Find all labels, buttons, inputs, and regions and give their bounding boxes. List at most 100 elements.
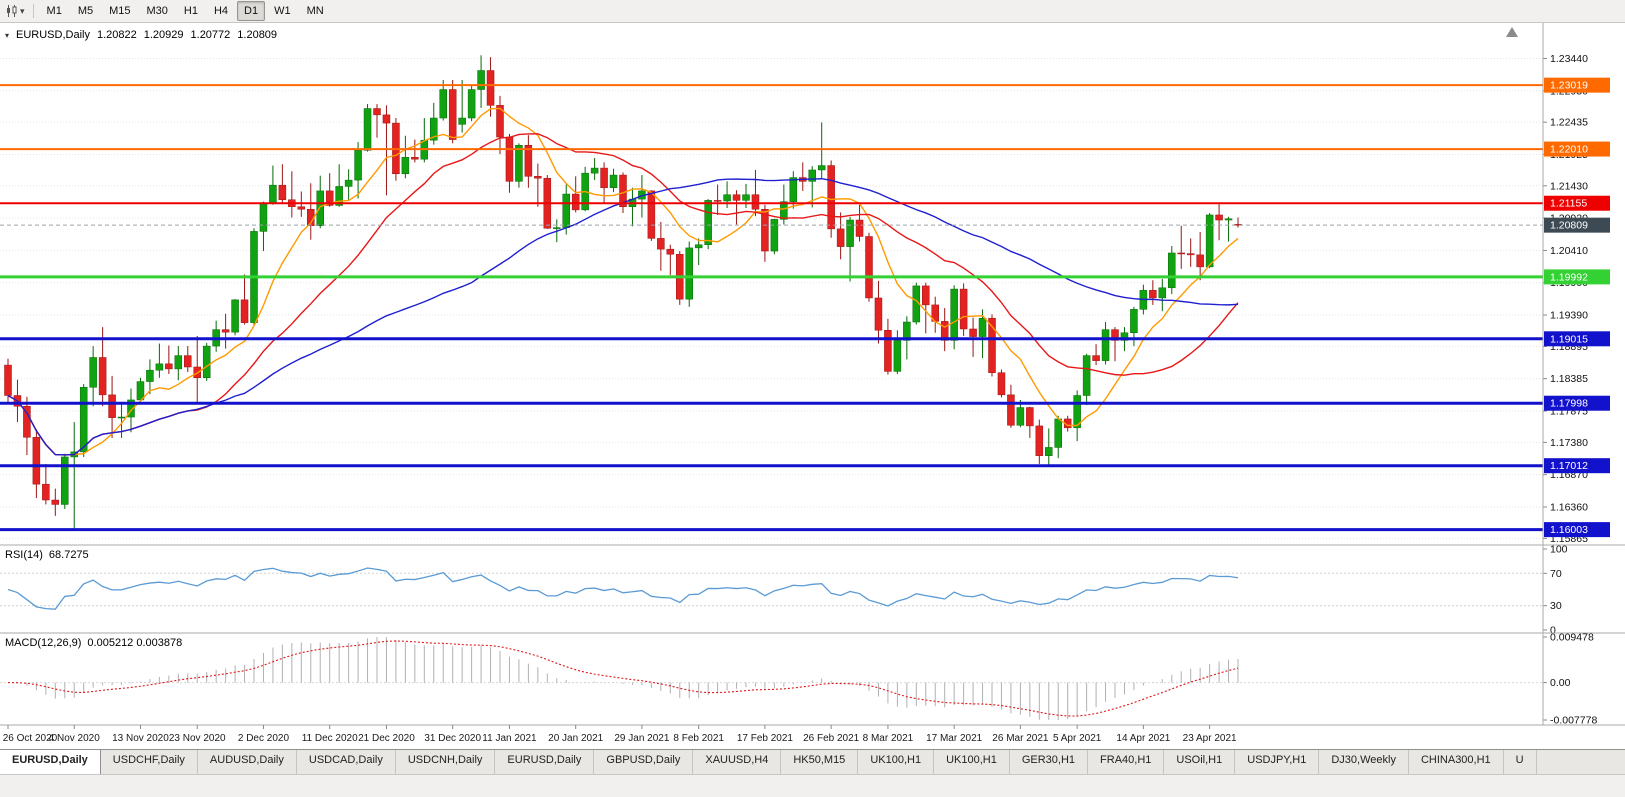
svg-text:17 Mar 2021: 17 Mar 2021: [926, 733, 983, 744]
chart-ohlc-header: ▾ EURUSD,Daily 1.20822 1.20929 1.20772 1…: [5, 29, 277, 41]
price-level-badge: 1.16003: [1544, 522, 1610, 538]
price-level-badge: 1.17998: [1544, 395, 1610, 411]
svg-text:13 Nov 2020: 13 Nov 2020: [112, 733, 169, 744]
timeframe-buttons: M1 M5 M15 M30 H1 H4 D1 W1 MN: [39, 0, 332, 22]
svg-text:70: 70: [1550, 568, 1562, 580]
svg-text:0.009478: 0.009478: [1550, 632, 1594, 644]
chart-tab-fra40-h1[interactable]: FRA40,H1: [1088, 750, 1165, 774]
chart-tab-uk100-h1[interactable]: UK100,H1: [934, 750, 1010, 774]
svg-text:0.00: 0.00: [1550, 677, 1571, 689]
svg-text:26 Feb 2021: 26 Feb 2021: [803, 733, 860, 744]
ohlc-low: 1.20772: [190, 29, 231, 41]
svg-text:1.19390: 1.19390: [1550, 310, 1588, 322]
timeframe-button-m5[interactable]: M5: [77, 5, 94, 17]
chart-area[interactable]: 1.234401.229301.224351.219251.214301.209…: [0, 23, 1625, 749]
svg-text:23 Nov 2020: 23 Nov 2020: [169, 733, 226, 744]
svg-text:1.20410: 1.20410: [1550, 245, 1588, 257]
svg-text:5 Apr 2021: 5 Apr 2021: [1053, 733, 1102, 744]
timeframe-button-m1[interactable]: M1: [46, 5, 62, 17]
rsi-name: RSI(14): [5, 549, 43, 561]
candlesticks: [4, 55, 1242, 529]
svg-text:26 Mar 2021: 26 Mar 2021: [992, 733, 1049, 744]
svg-text:11 Dec 2020: 11 Dec 2020: [302, 733, 358, 744]
svg-text:1.17012: 1.17012: [1550, 460, 1588, 472]
svg-text:30: 30: [1550, 600, 1562, 612]
svg-text:11 Jan 2021: 11 Jan 2021: [482, 733, 537, 744]
ohlc-open: 1.20822: [96, 29, 137, 41]
price-level-badge: 1.23019: [1544, 77, 1610, 93]
svg-text:1.17380: 1.17380: [1550, 437, 1588, 449]
rsi-axis-labels: 100 70 30 0: [1543, 544, 1568, 637]
chart-tab-usdcnh-daily[interactable]: USDCNH,Daily: [396, 750, 496, 774]
macd-signal-line: [7, 640, 1239, 717]
svg-text:1.23440: 1.23440: [1550, 53, 1588, 65]
chart-tab-uk100-h1[interactable]: UK100,H1: [858, 750, 935, 774]
rsi-line: [7, 567, 1239, 610]
chart-tab-xauusd-h4[interactable]: XAUUSD,H4: [693, 750, 782, 774]
svg-text:8 Feb 2021: 8 Feb 2021: [673, 733, 724, 744]
ohlc-close: 1.20809: [237, 29, 278, 41]
pane-separators[interactable]: [0, 544, 1625, 726]
chart-tab-usdjpy-h1[interactable]: USDJPY,H1: [1235, 750, 1320, 774]
chart-tab-usdchf-daily[interactable]: USDCHF,Daily: [101, 750, 198, 774]
chart-type-dropdown-caret[interactable]: ▾: [20, 5, 25, 16]
chart-tab-eurusd-daily[interactable]: EURUSD,Daily: [495, 750, 595, 774]
svg-text:1.21155: 1.21155: [1550, 198, 1587, 210]
price-level-badge: 1.19992: [1544, 269, 1610, 285]
chart-tab-usdcad-daily[interactable]: USDCAD,Daily: [297, 750, 396, 774]
svg-text:21 Dec 2020: 21 Dec 2020: [358, 733, 415, 744]
chart-tab-gbpusd-daily[interactable]: GBPUSD,Daily: [594, 750, 694, 774]
macd-indicator-label: MACD(12,26,9) 0.005212 0.003878: [5, 637, 182, 649]
svg-text:14 Apr 2021: 14 Apr 2021: [1116, 733, 1170, 744]
chart-tab-ger30-h1[interactable]: GER30,H1: [1010, 750, 1089, 774]
horizontal-level-lines[interactable]: [0, 84, 1543, 532]
timeframe-button-m30[interactable]: M30: [146, 5, 168, 17]
chart-tab-eurusd-daily[interactable]: EURUSD,Daily: [0, 750, 101, 774]
chart-tab-dj30-weekly[interactable]: DJ30,Weekly: [1319, 750, 1409, 774]
rsi-level-lines: [0, 572, 1543, 607]
chart-tab-u[interactable]: U: [1504, 750, 1537, 774]
status-bar: [0, 774, 1625, 797]
timeframe-button-m15[interactable]: M15: [109, 5, 131, 17]
timeframe-button-mn[interactable]: MN: [306, 5, 324, 17]
svg-text:1.16003: 1.16003: [1550, 524, 1588, 536]
price-level-badge: 1.17012: [1544, 458, 1610, 474]
macd-histogram: [16, 637, 1239, 720]
svg-text:1.16360: 1.16360: [1550, 501, 1588, 513]
svg-text:20 Jan 2021: 20 Jan 2021: [548, 733, 603, 744]
svg-text:-0.007778: -0.007778: [1550, 715, 1597, 727]
svg-text:29 Jan 2021: 29 Jan 2021: [614, 733, 669, 744]
timeframe-button-h4[interactable]: H4: [213, 5, 229, 17]
ohlc-high: 1.20929: [143, 29, 184, 41]
price-chart-canvas[interactable]: 1.234401.229301.224351.219251.214301.209…: [0, 23, 1625, 749]
chart-tab-usoil-h1[interactable]: USOil,H1: [1164, 750, 1236, 774]
rsi-value: 68.7275: [48, 549, 89, 561]
svg-text:23 Apr 2021: 23 Apr 2021: [1183, 733, 1237, 744]
chart-tab-audusd-daily[interactable]: AUDUSD,Daily: [198, 750, 297, 774]
price-level-badges: 1.23019 1.22010 1.21155 1.19992 1.19015 1.179…: [1544, 77, 1610, 538]
timeframe-button-w1[interactable]: W1: [274, 5, 291, 17]
svg-text:8 Mar 2021: 8 Mar 2021: [863, 733, 914, 744]
timeframe-button-h1[interactable]: H1: [183, 5, 198, 17]
macd-name: MACD(12,26,9): [5, 637, 82, 649]
svg-text:26 Oct 2020: 26 Oct 2020: [3, 733, 58, 744]
chart-tab-hk50-m15[interactable]: HK50,M15: [781, 750, 859, 774]
chart-type-icon[interactable]: [2, 2, 22, 20]
chart-tabbar: EURUSD,Daily USDCHF,Daily AUDUSD,Daily USDC…: [0, 749, 1625, 774]
symbol-dropdown-caret[interactable]: ▾: [5, 30, 10, 40]
svg-text:4 Nov 2020: 4 Nov 2020: [49, 733, 101, 744]
svg-text:1.22435: 1.22435: [1550, 117, 1588, 129]
svg-text:1.18385: 1.18385: [1550, 373, 1588, 385]
price-level-badge: 1.19015: [1544, 331, 1610, 347]
svg-text:100: 100: [1550, 544, 1568, 556]
svg-text:1.23019: 1.23019: [1550, 80, 1588, 92]
price-level-badge: 1.21155: [1544, 195, 1610, 211]
current-price-badge: 1.20809: [1544, 217, 1610, 233]
chart-shift-marker[interactable]: [1506, 27, 1518, 37]
svg-text:1.19992: 1.19992: [1550, 271, 1588, 283]
svg-text:1.19015: 1.19015: [1550, 333, 1588, 345]
rsi-indicator-label: RSI(14) 68.7275: [5, 549, 89, 561]
timeframe-button-d1[interactable]: D1: [237, 1, 266, 21]
chart-tab-china300-h1[interactable]: CHINA300,H1: [1409, 750, 1504, 774]
